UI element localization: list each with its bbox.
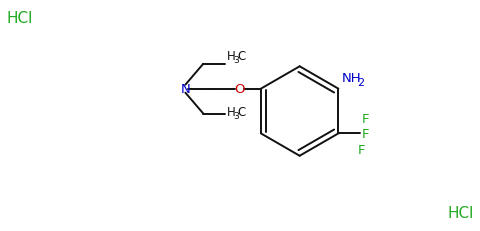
Text: HCl: HCl [6, 11, 33, 25]
Text: N: N [180, 83, 190, 96]
Text: 2: 2 [357, 77, 364, 87]
Text: C: C [237, 106, 245, 119]
Text: H: H [227, 106, 236, 119]
Text: F: F [357, 143, 365, 156]
Text: C: C [237, 50, 245, 63]
Text: 3: 3 [233, 112, 239, 121]
Text: F: F [362, 127, 370, 140]
Text: 3: 3 [233, 56, 239, 64]
Text: NH: NH [341, 71, 361, 84]
Text: F: F [362, 112, 370, 125]
Text: O: O [234, 83, 244, 96]
Text: H: H [227, 50, 236, 63]
Text: HCl: HCl [447, 206, 474, 220]
